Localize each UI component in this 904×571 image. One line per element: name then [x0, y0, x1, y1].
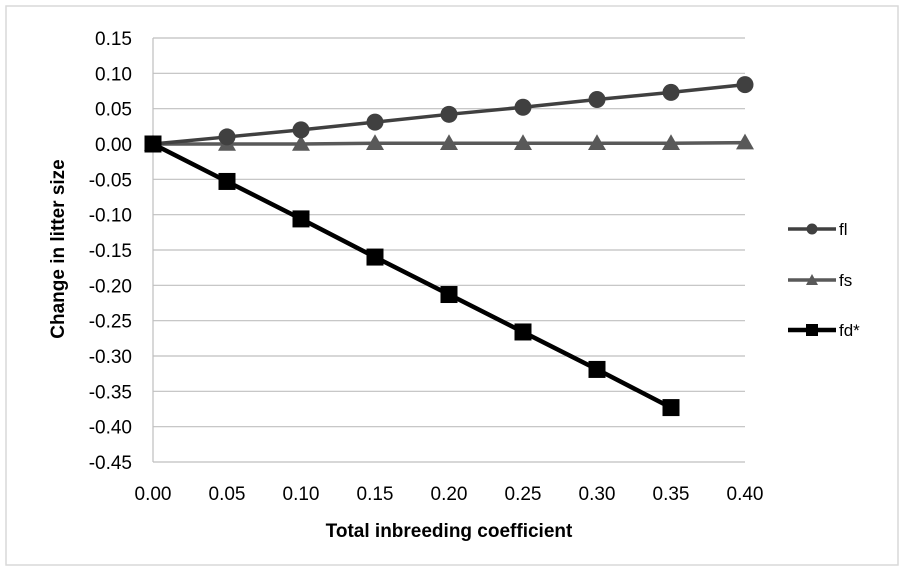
y-tick-label: 0.15	[95, 29, 132, 50]
data-point	[736, 76, 754, 94]
series-fd	[144, 135, 680, 417]
data-point	[366, 134, 384, 151]
data-point	[662, 134, 680, 151]
x-tick-label: 0.25	[505, 484, 542, 505]
y-tick-label: -0.45	[89, 453, 132, 474]
data-point	[292, 210, 310, 228]
data-point	[292, 135, 310, 151]
y-tick-label: -0.20	[89, 276, 132, 297]
data-point	[588, 134, 606, 151]
data-point	[514, 134, 532, 151]
legend-label: fs	[839, 271, 852, 290]
data-point	[366, 113, 384, 131]
data-point	[366, 248, 384, 266]
x-tick-label: 0.05	[209, 484, 246, 505]
x-tick-label: 0.35	[653, 484, 690, 505]
y-axis-title: Change in litter size	[48, 159, 69, 338]
x-tick-label: 0.10	[283, 484, 320, 505]
legend-marker	[806, 324, 818, 336]
legend-marker	[806, 223, 818, 235]
data-point	[514, 323, 532, 341]
legend-item-fl: fl	[788, 220, 848, 239]
gridlines	[153, 37, 745, 463]
legend: fl fs fd*	[788, 220, 860, 340]
data-point	[144, 135, 162, 153]
x-axis-title: Total inbreeding coefficient	[326, 521, 573, 542]
y-tick-label: -0.15	[89, 241, 132, 262]
data-point	[440, 105, 458, 123]
data-point	[662, 399, 680, 417]
legend-marker	[806, 274, 818, 285]
x-tick-label: 0.40	[727, 484, 764, 505]
series-group	[144, 76, 754, 417]
data-point	[736, 133, 754, 150]
y-tick-label: -0.05	[89, 170, 132, 191]
data-point	[292, 121, 310, 139]
y-tick-label: -0.10	[89, 206, 132, 227]
data-point	[218, 128, 236, 146]
data-point	[662, 83, 680, 101]
x-tick-label: 0.20	[431, 484, 468, 505]
legend-item-fd: fd*	[788, 321, 860, 340]
y-tick-labels: 0.15 0.10 0.05 0.00 -0.05 -0.10 -0.15 -0.20 -0.2…	[89, 29, 132, 474]
data-point	[440, 134, 458, 151]
x-tick-labels: 0.00 0.05 0.10 0.15 0.20 0.25 0.30 0.35 0.40	[135, 484, 764, 505]
y-tick-label: 0.00	[95, 135, 132, 156]
legend-label: fl	[839, 220, 848, 239]
series-line	[151, 141, 673, 410]
data-point	[514, 98, 532, 116]
y-tick-label: 0.10	[95, 64, 132, 85]
data-point	[588, 360, 606, 378]
x-tick-label: 0.00	[135, 484, 172, 505]
series-fl	[144, 76, 754, 153]
x-tick-label: 0.30	[579, 484, 616, 505]
y-tick-label: -0.30	[89, 347, 132, 368]
x-tick-label: 0.15	[357, 484, 394, 505]
legend-item-fs: fs	[788, 271, 852, 290]
y-tick-label: 0.05	[95, 100, 132, 121]
legend-label: fd*	[839, 321, 860, 340]
data-point	[440, 286, 458, 304]
y-tick-label: -0.40	[89, 418, 132, 439]
data-point	[588, 90, 606, 108]
y-tick-label: -0.35	[89, 382, 132, 403]
y-tick-label: -0.25	[89, 312, 132, 333]
data-point	[218, 172, 236, 190]
